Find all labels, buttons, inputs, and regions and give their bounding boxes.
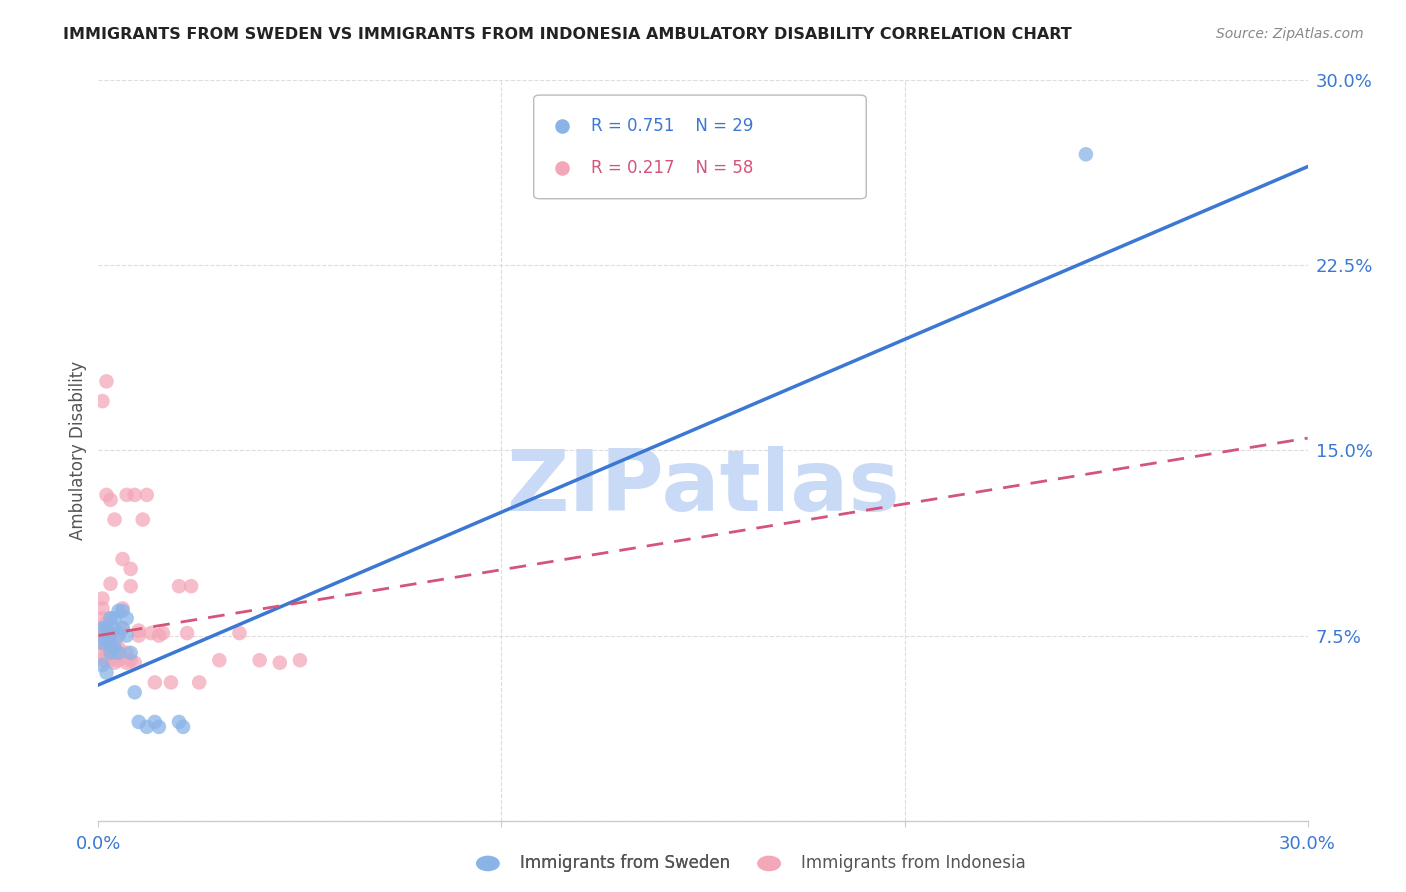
- Y-axis label: Ambulatory Disability: Ambulatory Disability: [69, 361, 87, 540]
- Point: [100, 576, 122, 591]
- Point: [107, 626, 129, 640]
- Point: [111, 621, 134, 635]
- Point: [135, 488, 157, 502]
- Point: [128, 624, 150, 638]
- Point: [96, 646, 118, 660]
- Point: [91, 658, 114, 673]
- Point: [91, 394, 114, 409]
- Point: [103, 621, 125, 635]
- Point: [107, 653, 129, 667]
- Point: [107, 640, 129, 655]
- Point: [135, 720, 157, 734]
- Point: [100, 646, 122, 660]
- Point: [124, 488, 146, 502]
- Point: [269, 656, 291, 670]
- Point: [103, 636, 125, 650]
- Point: [148, 628, 170, 642]
- Text: ZIPatlas: ZIPatlas: [506, 446, 900, 529]
- Point: [208, 653, 231, 667]
- Point: [152, 626, 174, 640]
- Text: Immigrants from Sweden: Immigrants from Sweden: [520, 855, 730, 872]
- Point: [100, 628, 122, 642]
- Point: [103, 646, 125, 660]
- Point: [96, 621, 118, 635]
- Point: [91, 628, 114, 642]
- Point: [124, 685, 146, 699]
- Text: R = 0.217    N = 58: R = 0.217 N = 58: [591, 159, 754, 178]
- Point: [91, 591, 114, 606]
- Point: [228, 626, 250, 640]
- Point: [91, 636, 114, 650]
- Point: [100, 640, 122, 655]
- Point: [100, 492, 122, 507]
- Point: [143, 714, 166, 729]
- Point: [111, 604, 134, 618]
- Point: [96, 633, 118, 648]
- Point: [103, 656, 125, 670]
- Point: [96, 488, 118, 502]
- Point: [124, 656, 146, 670]
- Point: [103, 512, 125, 526]
- Point: [120, 579, 142, 593]
- Point: [111, 552, 134, 566]
- Point: [249, 653, 271, 667]
- Point: [180, 579, 202, 593]
- Point: [107, 604, 129, 618]
- Point: [100, 611, 122, 625]
- Text: R = 0.751    N = 29: R = 0.751 N = 29: [591, 117, 754, 135]
- Point: [96, 636, 118, 650]
- Point: [176, 626, 198, 640]
- Text: Source: ZipAtlas.com: Source: ZipAtlas.com: [1216, 27, 1364, 41]
- Point: [139, 626, 162, 640]
- Point: [167, 714, 190, 729]
- Point: [107, 646, 129, 660]
- Point: [111, 601, 134, 615]
- Point: [91, 601, 114, 615]
- Text: IMMIGRANTS FROM SWEDEN VS IMMIGRANTS FROM INDONESIA AMBULATORY DISABILITY CORREL: IMMIGRANTS FROM SWEDEN VS IMMIGRANTS FRO…: [63, 27, 1071, 42]
- Point: [91, 621, 114, 635]
- Point: [120, 562, 142, 576]
- Point: [96, 653, 118, 667]
- Point: [96, 375, 118, 389]
- Point: [111, 621, 134, 635]
- Point: [132, 512, 155, 526]
- Point: [120, 646, 142, 660]
- Point: [103, 640, 125, 655]
- Point: [160, 675, 183, 690]
- Point: [115, 611, 138, 625]
- Text: Immigrants from Indonesia: Immigrants from Indonesia: [801, 855, 1026, 872]
- Text: Immigrants from Sweden: Immigrants from Sweden: [520, 855, 730, 872]
- Point: [91, 611, 114, 625]
- Point: [91, 636, 114, 650]
- Point: [100, 653, 122, 667]
- Point: [96, 665, 118, 680]
- Point: [103, 611, 125, 625]
- Point: [120, 653, 142, 667]
- Point: [100, 626, 122, 640]
- Point: [128, 714, 150, 729]
- Point: [115, 488, 138, 502]
- Point: [188, 675, 211, 690]
- Point: [288, 653, 311, 667]
- Point: [1074, 147, 1097, 161]
- Point: [91, 621, 114, 635]
- Point: [91, 646, 114, 660]
- Point: [96, 628, 118, 642]
- Point: [100, 611, 122, 625]
- Point: [115, 656, 138, 670]
- Point: [96, 616, 118, 631]
- Point: [148, 720, 170, 734]
- Point: [167, 579, 190, 593]
- FancyBboxPatch shape: [534, 95, 866, 199]
- Point: [128, 628, 150, 642]
- Point: [107, 628, 129, 642]
- Point: [143, 675, 166, 690]
- Point: [172, 720, 194, 734]
- Point: [115, 628, 138, 642]
- Point: [91, 653, 114, 667]
- Point: [115, 646, 138, 660]
- Point: [100, 636, 122, 650]
